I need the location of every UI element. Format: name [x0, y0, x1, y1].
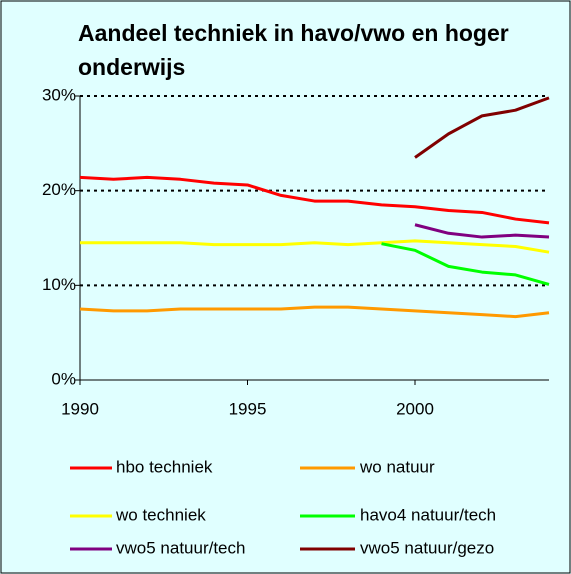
series-line [414, 223, 550, 239]
y-tick-label: 30% [42, 85, 76, 104]
legend-label: vwo5 natuur/gezo [360, 538, 494, 557]
y-tick-label: 10% [42, 275, 76, 294]
y-tick-label: 20% [42, 180, 76, 199]
x-tick-label: 1990 [61, 399, 99, 418]
legend-label: wo techniek [115, 505, 206, 524]
legend-label: havo4 natuur/tech [360, 505, 496, 524]
chart-title: Aandeel techniek in havo/vwo en hoger on… [78, 20, 509, 80]
y-tick-label: 0% [51, 369, 76, 388]
legend-label: wo natuur [359, 457, 435, 476]
series-line [79, 305, 550, 319]
legend-label: hbo techniek [116, 457, 213, 476]
x-tick-label: 1995 [229, 399, 267, 418]
x-tick-label: 2000 [396, 399, 434, 418]
series-line [80, 239, 550, 254]
series-line [79, 175, 550, 225]
series-line [381, 242, 550, 286]
legend-label: vwo5 natuur/tech [116, 538, 245, 557]
series-line [414, 96, 550, 159]
